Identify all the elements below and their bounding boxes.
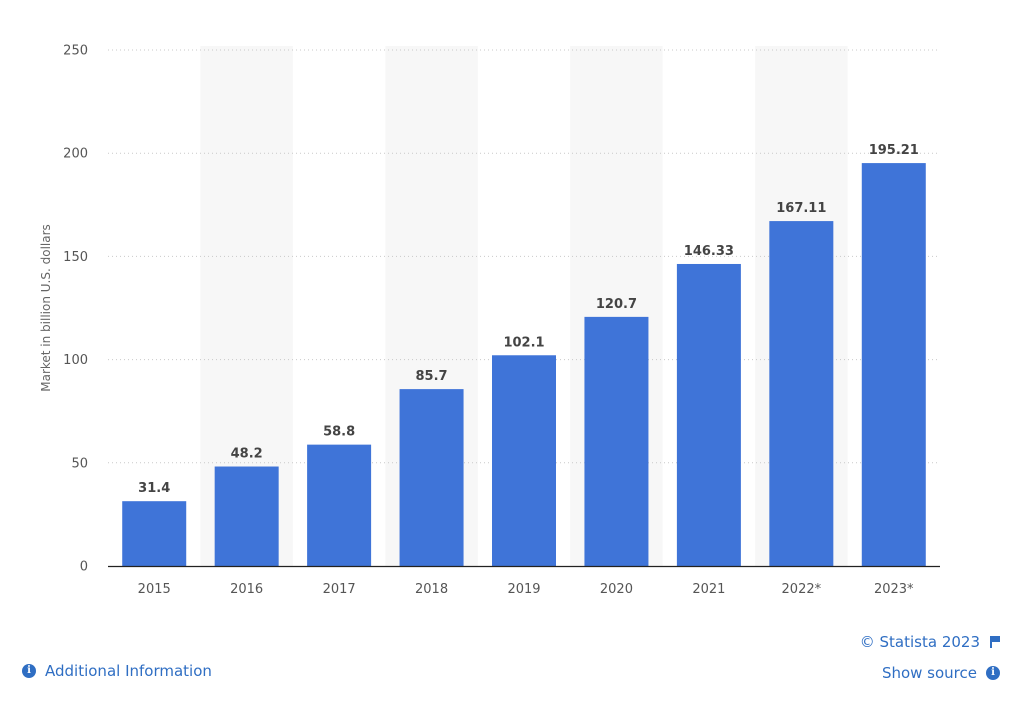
- bar-2020[interactable]: [584, 316, 649, 566]
- data-labels: 31.4 48.2 58.8 85.7 102.1 120.7 146.33 167.11 19…: [138, 143, 919, 496]
- y-tick-label: 150: [63, 250, 88, 265]
- bar-2021[interactable]: [676, 263, 741, 566]
- info-icon: i: [22, 664, 36, 678]
- bar-2023[interactable]: [861, 163, 926, 567]
- x-tick-label: 2019: [507, 582, 540, 597]
- data-label: 102.1: [503, 335, 544, 350]
- bar-2015[interactable]: [122, 501, 187, 566]
- x-tick-label: 2015: [138, 582, 171, 597]
- x-tick-label: 2018: [415, 582, 448, 597]
- bar-2016[interactable]: [214, 466, 279, 566]
- info-icon: i: [986, 666, 1000, 680]
- show-source-link[interactable]: Show source i: [882, 664, 1000, 682]
- x-tick-label: 2016: [230, 582, 263, 597]
- bar-2018[interactable]: [399, 389, 464, 566]
- y-tick-label: 50: [71, 456, 88, 471]
- data-label: 31.4: [138, 481, 170, 496]
- x-tick-label: 2021: [692, 582, 725, 597]
- data-label: 146.33: [684, 244, 734, 259]
- show-source-label: Show source: [881, 664, 977, 682]
- x-tick-label: 2020: [600, 582, 633, 597]
- y-tick-label: 0: [80, 560, 88, 575]
- y-axis-title: Market in billion U.S. dollars: [39, 224, 53, 392]
- x-tick-label: 2017: [323, 582, 356, 597]
- data-label: 120.7: [596, 297, 637, 312]
- x-tick-label: 2022*: [782, 582, 822, 597]
- bar-2022[interactable]: [769, 221, 834, 566]
- x-tick-label: 2023*: [874, 582, 914, 597]
- additional-information-label: Additional Information: [45, 662, 212, 680]
- data-label: 167.11: [776, 201, 826, 216]
- data-label: 85.7: [416, 369, 448, 384]
- flag-icon[interactable]: [990, 636, 1000, 648]
- data-label: 195.21: [869, 143, 919, 158]
- data-label: 58.8: [323, 425, 355, 440]
- data-label: 48.2: [231, 447, 263, 462]
- copyright-text: © Statista 2023: [859, 633, 980, 651]
- bar-2019[interactable]: [492, 355, 556, 566]
- y-tick-label: 100: [63, 353, 88, 368]
- x-axis-ticks: 2015 2016 2017 2018 2019 2020 2021 2022* 2023*: [138, 582, 914, 597]
- y-tick-label: 200: [63, 147, 88, 162]
- bars: [122, 163, 926, 567]
- y-axis-ticks: 0 50 100 150 200 250: [63, 44, 88, 575]
- additional-information-link[interactable]: i Additional Information: [22, 662, 212, 680]
- y-tick-label: 250: [63, 44, 88, 59]
- bar-2017[interactable]: [307, 444, 372, 566]
- statista-copyright[interactable]: © Statista 2023: [860, 633, 1000, 651]
